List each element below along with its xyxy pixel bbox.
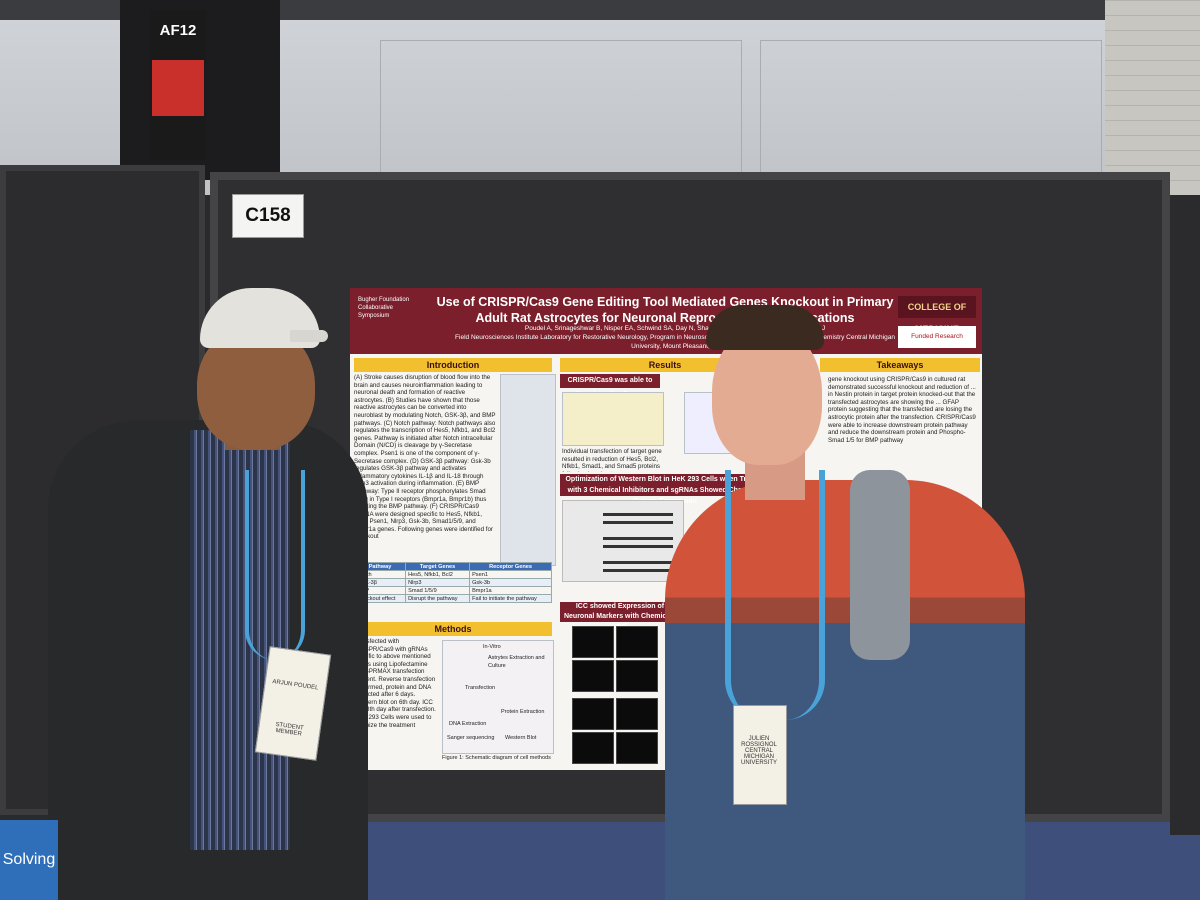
microscopy-image [616,660,658,692]
blot-band [603,513,673,516]
aisle-sign-label: AF12 [159,22,197,39]
table-row: BMP Smad 1/5/9 Bmpr1a [353,586,552,595]
table-cell: Bmpr1a [469,586,552,595]
person-right-badge-text: JULIEN ROSSIGNOL CENTRAL MICHIGAN UNIVER… [735,736,783,766]
wall-panel [380,40,742,182]
affiliation-list: Field Neurosciences Institute Laboratory… [455,334,895,350]
microscopy-image [616,626,658,658]
microscopy-image [572,732,614,764]
person-left-lanyard [245,470,305,660]
figure-label: Astrytes Extraction and Culture [488,655,545,669]
figure-label: Western Blot [505,735,537,741]
symposium-logo: Bugher Foundation Collaborative Symposiu… [358,297,410,319]
methods-text: Transfected with CRISPR/Cas9 with gRNAs … [354,638,436,729]
poster-title: Use of CRISPR/Cas9 Gene Editing Tool Med… [436,295,894,325]
pathway-figure [500,374,556,566]
crispr-results-heading: CRISPR/Cas9 was able to Knockout the Gen… [560,374,660,398]
figure-label: Transfection [465,685,496,691]
solving-sign: Solving [0,820,58,900]
person-right-backpack-strap [850,470,910,660]
figure-label: DNA Extraction [449,721,487,727]
person-right-badge [733,705,787,805]
table-row: GSK-3β Nlrp3 Gsk-3b [353,578,552,587]
western-blot-image [562,500,684,582]
figure-caption: Figure 1: Schematic diagram of cell meth… [442,755,551,761]
blot-band [603,569,673,572]
aisle-sign-red-panel [152,60,204,116]
table-cell: Fail to initiate the pathway [469,594,552,603]
blot-band [603,537,673,540]
badge-affiliation: CENTRAL MICHIGAN UNIVERSITY [740,748,777,766]
wall-panel [760,40,1102,182]
blot-band [603,545,673,548]
person-left-cap-visor [290,330,328,342]
microscopy-image [616,698,658,730]
person-right-lanyard [725,470,825,720]
microscopy-image [616,732,658,764]
takeaways-text: gene knockout using CRISPR/Cas9 in cultu… [828,376,976,444]
microscopy-image [572,626,614,658]
blot-band [603,521,673,524]
poster-authors: Poudel A, Srinageshwar B, Nisper EA, Sch… [440,324,910,351]
blot-band [603,561,673,564]
badge-name: JULIEN ROSSIGNOL [741,736,777,748]
table-cell: Disrupt the pathway [405,594,471,603]
cmu-logo: COLLEGE OF MEDICINE [898,296,976,334]
adjacent-poster-board-right [1170,195,1200,835]
table-header: Receptor Genes [469,562,552,571]
aha-logo: Funded Research [898,326,976,348]
introduction-heading: Introduction [354,358,552,372]
methods-figure: In-Vitro Astrytes Extraction and Culture… [442,640,554,754]
table-row: Knockout effect Disrupt the pathway Fail… [353,594,552,603]
table-header: Target Genes [405,562,471,571]
introduction-text: (A) Stroke causes disruption of blood fl… [354,374,496,540]
figure-label: Protein Extraction [501,709,545,715]
figure-label: Sanger sequencing [447,735,495,741]
table-cell: Hes5, Nfkb1, Bcl2 [405,570,471,579]
table-cell: Psen1 [469,570,552,579]
table-cell: Nlrp3 [405,578,471,587]
gene-table: Pathway Target Genes Receptor Genes Notc… [353,562,552,603]
microscopy-image [572,698,614,730]
person-right-sweater [665,480,1025,900]
person-left-badge-text: ARJUN POUDEL STUDENT MEMBER [262,679,321,740]
author-list: Poudel A, Srinageshwar B, Nisper EA, Sch… [524,325,826,332]
icc-heading: ICC showed Expression of Neuronal Marker… [560,602,680,630]
table-cell: Smad 1/5/9 [405,586,471,595]
figure-label: In-Vitro [483,644,501,650]
table-row: Notch Hes5, Nfkb1, Bcl2 Psen1 [353,570,552,579]
booth-number-card: C158 [232,194,304,238]
methods-heading: Methods [354,622,552,636]
crispr-caption: Individual transfection of target gene r… [562,448,662,472]
knockout-table [562,392,664,446]
microscopy-image [572,660,614,692]
person-right-hair [706,305,824,350]
poster-header [350,288,982,354]
table-cell: Gsk-3b [469,578,552,587]
takeaways-heading: Takeaways [820,358,980,372]
